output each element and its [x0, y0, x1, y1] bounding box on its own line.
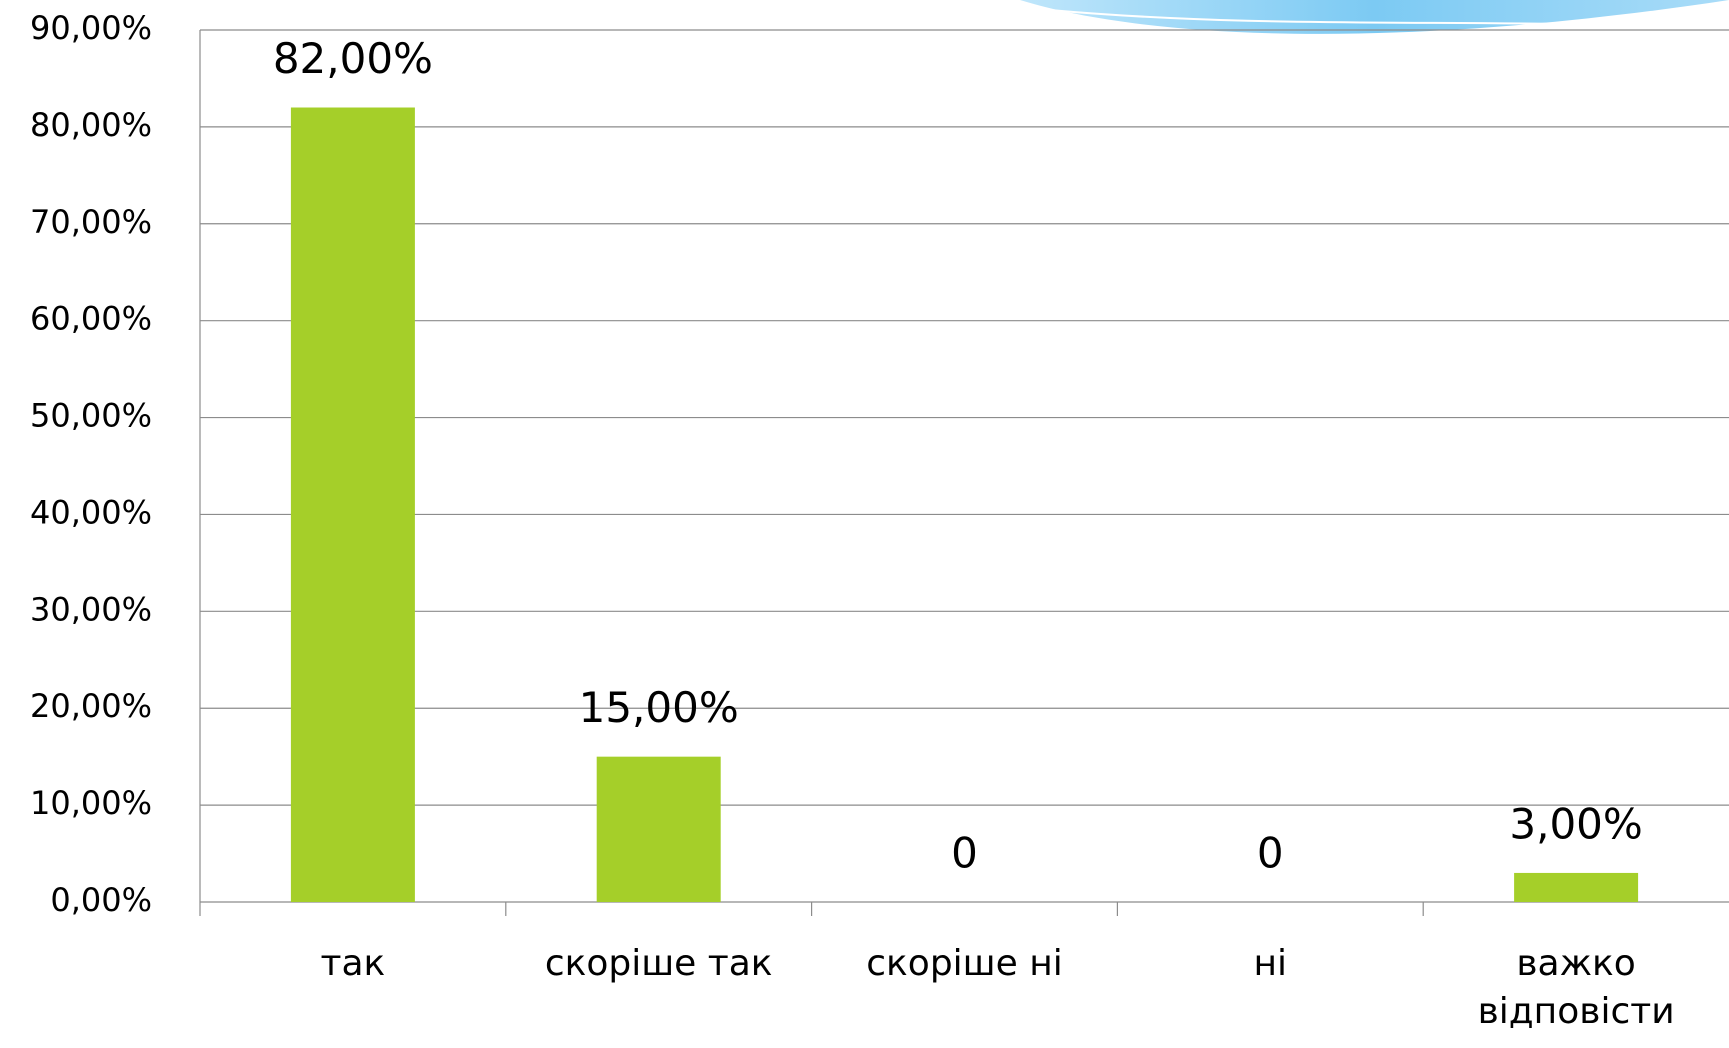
data-label: 0	[1257, 829, 1284, 878]
y-tick-label: 30,00%	[30, 590, 152, 628]
bar	[1514, 873, 1638, 902]
y-tick-label: 60,00%	[30, 300, 152, 338]
y-tick-label: 70,00%	[30, 203, 152, 241]
y-tick-label: 90,00%	[30, 9, 152, 47]
page: 0,00% 10,00% 20,00% 30,00% 40,00% 50,00% 60,00…	[0, 0, 1729, 1048]
data-label: 82,00%	[273, 34, 433, 83]
y-tick-label: 80,00%	[30, 106, 152, 144]
x-tick-label: скоріше так	[529, 940, 789, 988]
x-tick-label: скоріше ні	[835, 940, 1095, 988]
x-tick-label: ні	[1140, 940, 1400, 988]
decoration	[1020, 0, 1729, 34]
y-tick-label: 20,00%	[30, 687, 152, 725]
y-tick-label: 40,00%	[30, 493, 152, 531]
data-label: 3,00%	[1509, 799, 1642, 848]
data-label: 15,00%	[579, 683, 739, 732]
bar	[291, 108, 415, 902]
y-tick-label: 50,00%	[30, 397, 152, 435]
y-tick-label: 10,00%	[30, 784, 152, 822]
x-tick-label: важко відповісти	[1446, 940, 1706, 1036]
data-label: 0	[951, 829, 978, 878]
bar	[597, 757, 721, 902]
x-tick-label: так	[223, 940, 483, 988]
chart: 0,00% 10,00% 20,00% 30,00% 40,00% 50,00% 60,00…	[0, 0, 1729, 1048]
y-tick-label: 0,00%	[50, 881, 152, 919]
